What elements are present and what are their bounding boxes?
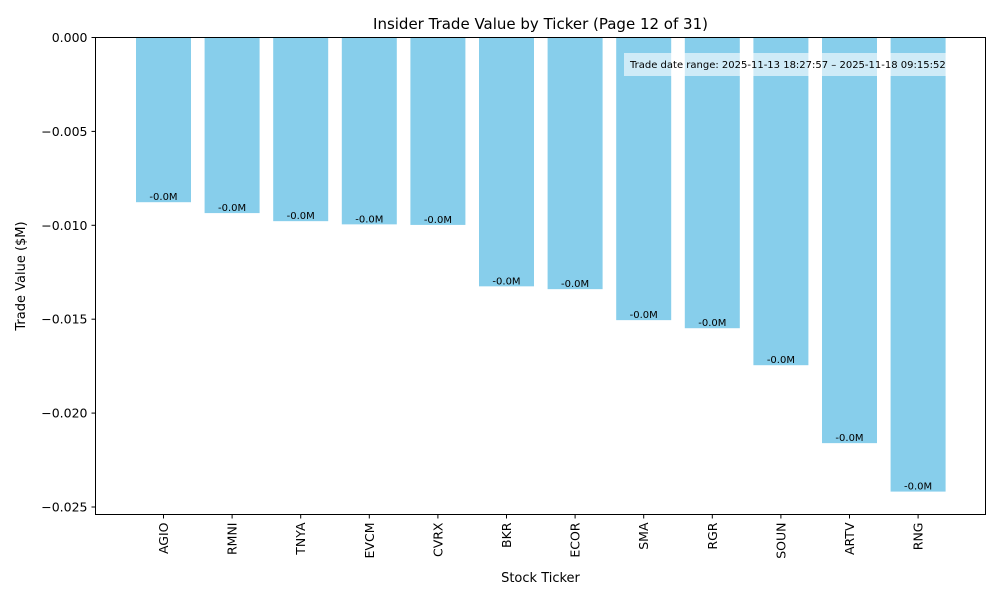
bar-value-label: -0.0M (492, 276, 520, 287)
x-axis: AGIO RMNI TNYA EVCM CVRX BKR ECOR SMA RGR SOUN ART… (156, 514, 926, 559)
bar-value-label: -0.0M (424, 215, 452, 226)
bar-value-label: -0.0M (835, 433, 863, 444)
x-axis-label: Stock Ticker (501, 571, 580, 586)
x-tick-label: ARTV (842, 522, 857, 555)
bar-rmni (204, 37, 260, 214)
bar-evcm (341, 37, 397, 225)
bar-cvrx (410, 37, 466, 225)
x-tick-label: ECOR (568, 522, 583, 557)
bar-bkr (479, 37, 534, 287)
bar-value-label: -0.0M (698, 318, 726, 329)
bar-tnya (273, 37, 329, 222)
y-axis: 0.000 −0.005 −0.010 −0.015 −0.020 −0.025 (41, 30, 96, 514)
bar-value-label: -0.0M (904, 482, 932, 493)
x-tick-label: CVRX (430, 522, 445, 557)
bar-value-label: -0.0M (630, 310, 658, 321)
bar-rgr (684, 37, 740, 329)
chart-title: Insider Trade Value by Ticker (Page 12 o… (373, 15, 708, 33)
y-tick-label: −0.015 (41, 312, 87, 327)
x-tick-label: TNYA (293, 522, 308, 556)
bar-value-label: -0.0M (218, 203, 246, 214)
annotation-text: Trade date range: 2025-11-13 18:27:57 – … (629, 60, 946, 71)
x-tick-label: BKR (499, 522, 514, 548)
x-tick-label: AGIO (156, 522, 171, 554)
bar-sma (616, 37, 672, 321)
x-tick-label: RNG (911, 523, 926, 551)
x-tick-label: SOUN (773, 523, 788, 559)
y-tick-label: 0.000 (52, 30, 88, 45)
bar-value-label: -0.0M (767, 355, 795, 366)
plot-area-frame (95, 37, 986, 515)
bar-agio (136, 37, 191, 203)
bar-soun (753, 37, 809, 366)
y-axis-label: Trade Value ($M) (14, 221, 29, 331)
y-tick-label: −0.010 (41, 218, 87, 233)
y-tick-label: −0.020 (41, 406, 87, 421)
bar-value-label: -0.0M (287, 211, 315, 222)
bars-group (136, 37, 946, 492)
annotation-background (624, 53, 986, 76)
y-tick-label: −0.005 (41, 124, 87, 139)
bar-ecor (547, 37, 603, 290)
bar-artv (822, 37, 877, 444)
x-tick-label: RMNI (225, 523, 240, 556)
x-tick-label: EVCM (362, 523, 377, 559)
bar-value-label: -0.0M (149, 192, 177, 203)
y-tick-label: −0.025 (41, 499, 87, 514)
date-range-annotation: Trade date range: 2025-11-13 18:27:57 – … (624, 53, 986, 76)
bar-labels-group: -0.0M -0.0M -0.0M -0.0M -0.0M -0.0M -0.0M -0.0M… (149, 192, 932, 492)
bar-rng (890, 37, 946, 492)
bar-value-label: -0.0M (355, 214, 383, 225)
bar-value-label: -0.0M (561, 279, 589, 290)
x-tick-label: RGR (705, 522, 720, 549)
x-tick-label: SMA (636, 522, 651, 550)
